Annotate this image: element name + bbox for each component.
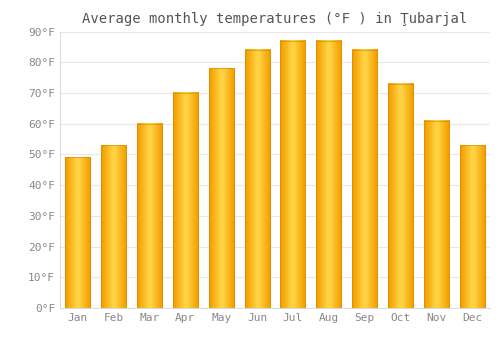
Title: Average monthly temperatures (°F ) in Ţubarjal: Average monthly temperatures (°F ) in Ţu…	[82, 12, 468, 26]
Bar	[352, 50, 377, 308]
Bar	[173, 93, 198, 308]
Bar	[244, 50, 270, 308]
Bar	[460, 145, 484, 308]
Bar	[424, 121, 449, 308]
Bar	[173, 93, 198, 308]
Bar	[101, 145, 126, 308]
Bar	[388, 84, 413, 308]
Bar	[316, 41, 342, 308]
Bar	[137, 124, 162, 308]
Bar	[460, 145, 484, 308]
Bar	[66, 158, 90, 308]
Bar	[66, 158, 90, 308]
Bar	[316, 41, 342, 308]
Bar	[137, 124, 162, 308]
Bar	[352, 50, 377, 308]
Bar	[208, 68, 234, 308]
Bar	[280, 41, 305, 308]
Bar	[280, 41, 305, 308]
Bar	[424, 121, 449, 308]
Bar	[388, 84, 413, 308]
Bar	[244, 50, 270, 308]
Bar	[208, 68, 234, 308]
Bar	[101, 145, 126, 308]
